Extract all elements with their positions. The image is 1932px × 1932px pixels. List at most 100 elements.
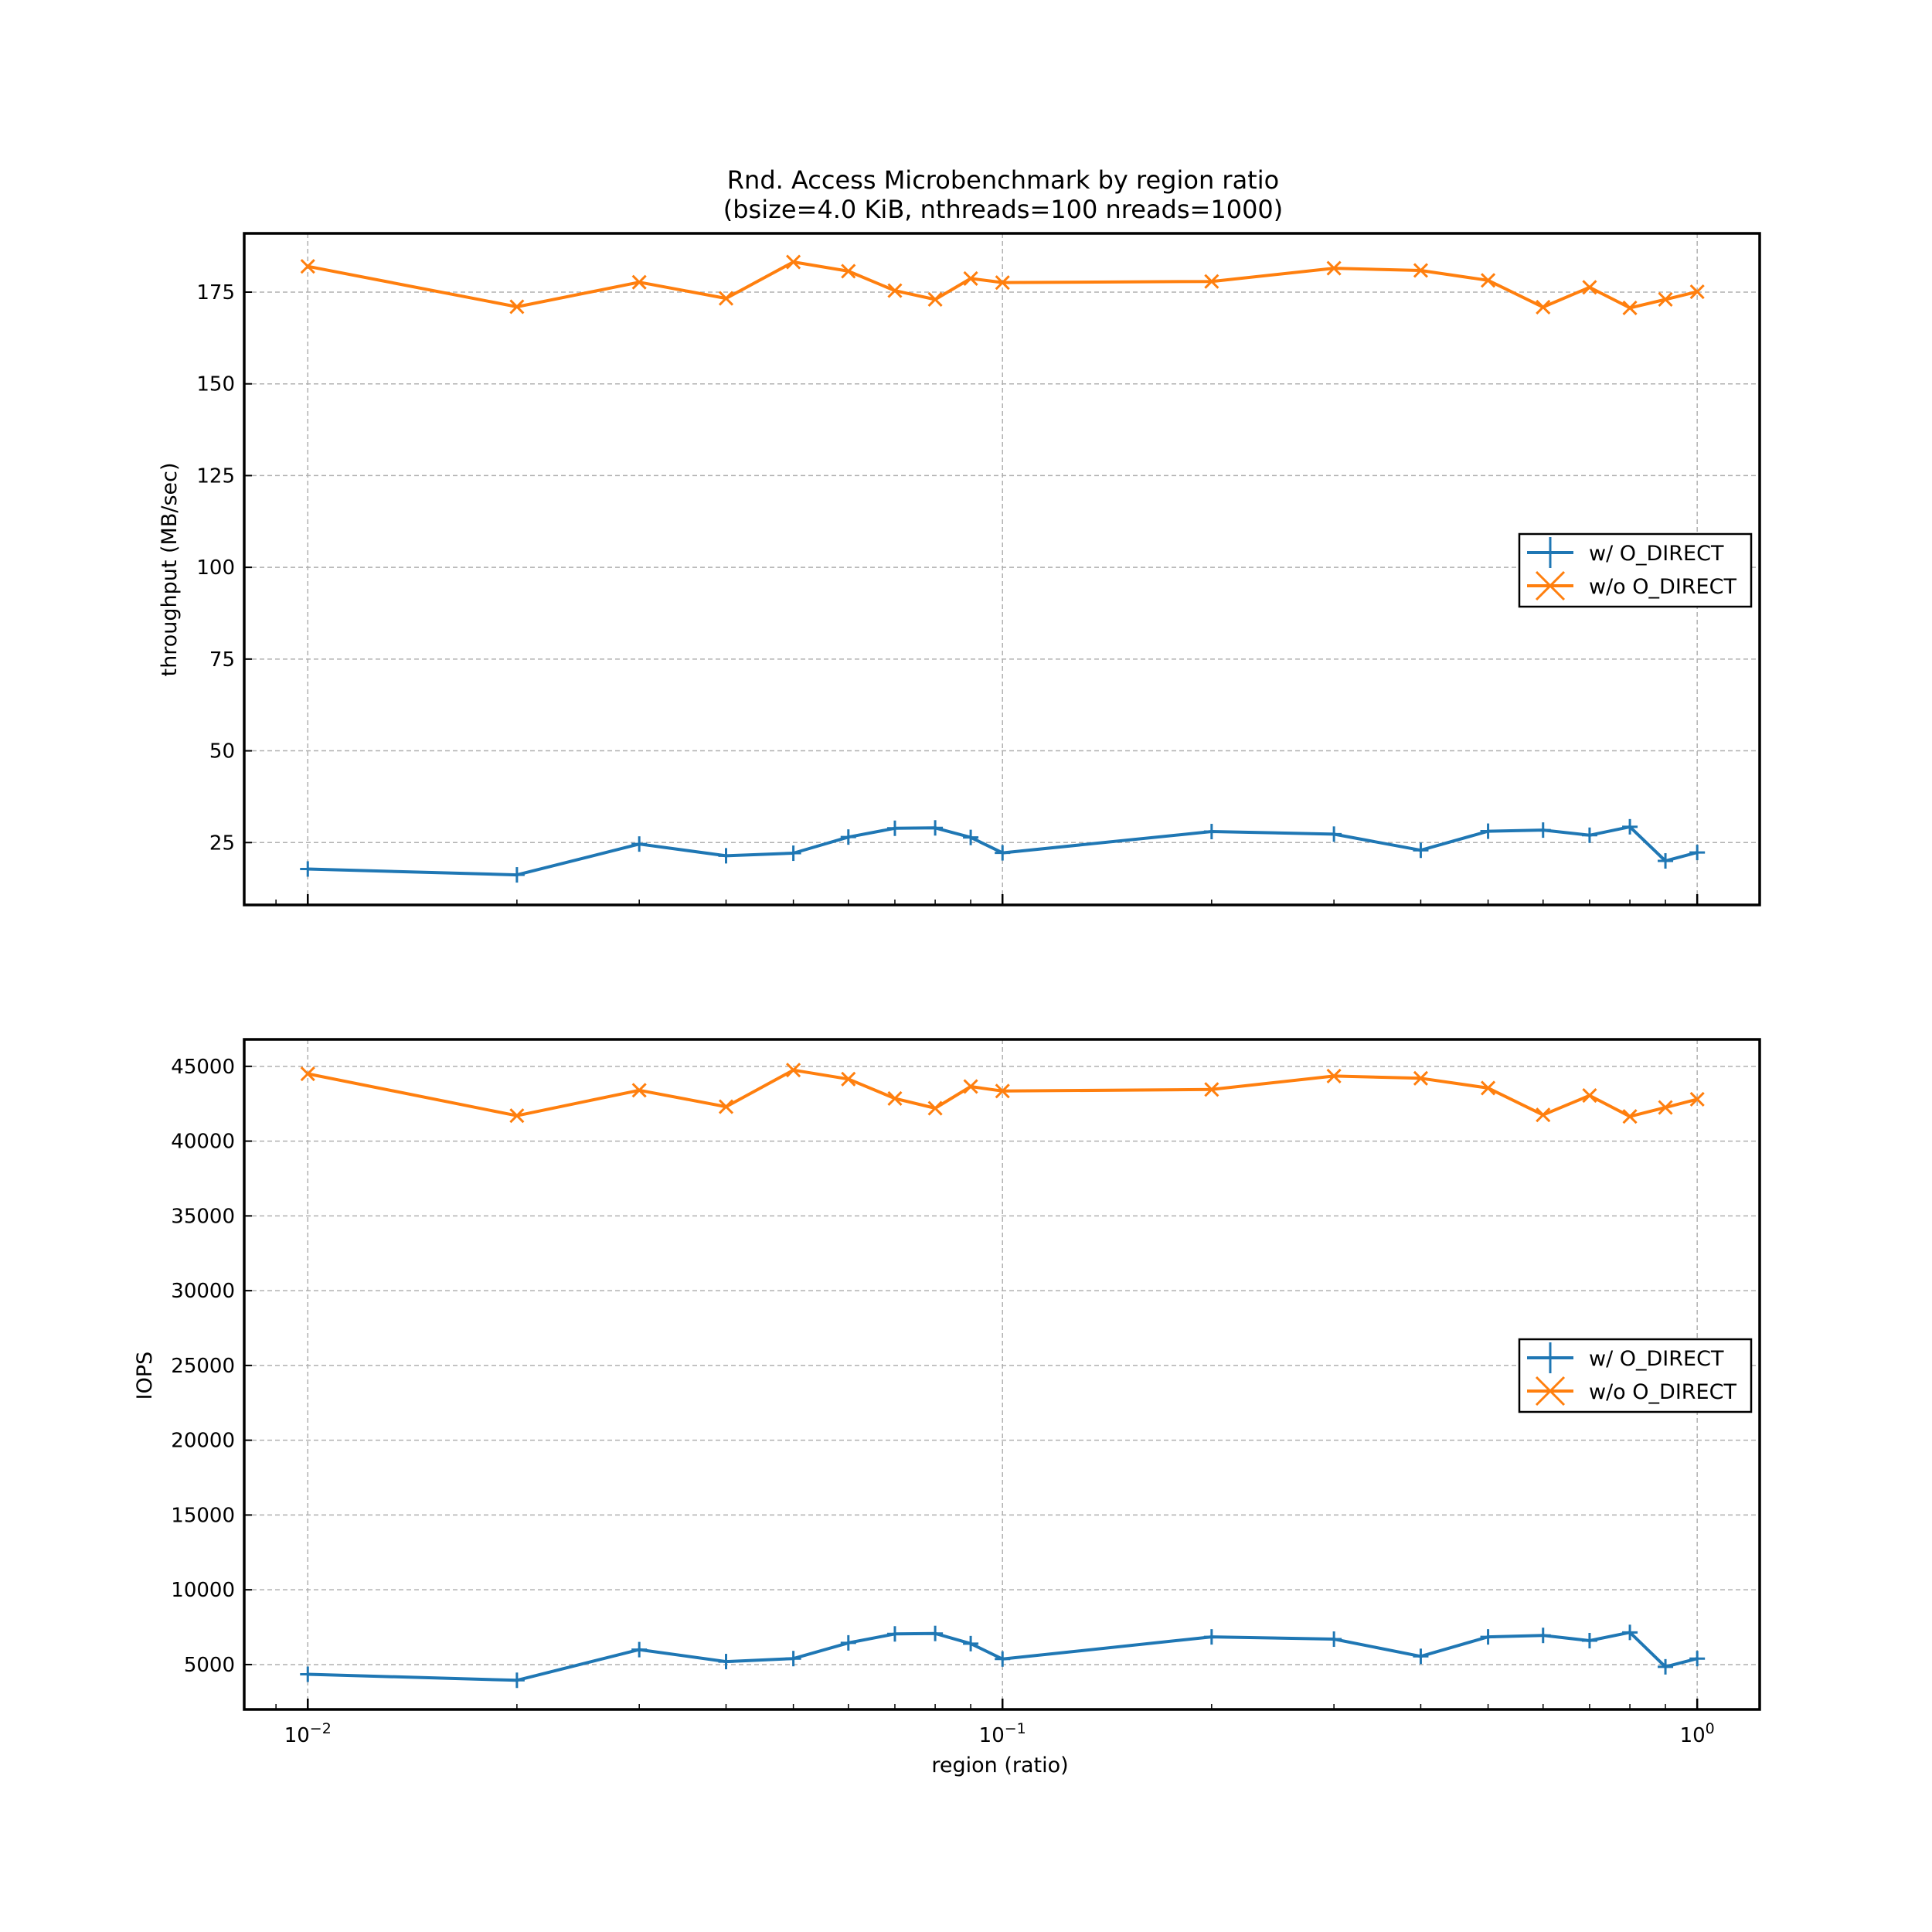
y-tick-label: 45000 [171, 1056, 235, 1079]
x-tick-label: 100 [1680, 1720, 1715, 1747]
data-point [841, 264, 856, 279]
data-point [785, 1651, 801, 1667]
data-point [841, 1071, 856, 1087]
data-point [1480, 1629, 1496, 1645]
x-axis-label: region (ratio) [931, 1753, 1068, 1777]
data-point [927, 291, 943, 308]
data-point [995, 1083, 1010, 1099]
legend: w/ O_DIRECT w/o O_DIRECT [1518, 532, 1753, 608]
data-point [1658, 1100, 1673, 1115]
iops-panel: 5000 10000 15000 20000 25000 30000 35000 40000 4… [171, 1038, 1761, 1747]
data-point [1535, 1628, 1551, 1644]
legend: w/ O_DIRECT w/o O_DIRECT [1518, 1338, 1753, 1413]
y-tick-label: 150 [196, 373, 235, 396]
y-tick-label: 25000 [171, 1355, 235, 1378]
data-point [1481, 1080, 1496, 1096]
throughput-panel: 25 50 75 100 125 150 175 w/ O_DIRECT w/o O_DIREC… [196, 232, 1761, 906]
data-point [1658, 1658, 1674, 1675]
data-point [1536, 1107, 1551, 1123]
y-tick-label: 100 [196, 556, 235, 580]
data-point [963, 270, 978, 286]
y-tick-label: 5000 [184, 1654, 235, 1677]
data-point [786, 1063, 801, 1078]
data-point [1622, 1109, 1638, 1124]
data-point [1689, 845, 1706, 861]
data-point [509, 867, 525, 883]
y-tick-label: 15000 [171, 1504, 235, 1527]
data-point [1689, 1651, 1706, 1667]
top-y-axis-label: throughput (MB/sec) [158, 462, 182, 676]
axes-frame [243, 1038, 1761, 1711]
data-point [509, 1672, 525, 1689]
data-point [1689, 1091, 1705, 1107]
data-point [1535, 822, 1551, 838]
y-tick-label: 40000 [171, 1131, 235, 1154]
axes-frame [243, 232, 1761, 906]
legend-x-marker [1535, 1376, 1566, 1406]
data-point [1203, 824, 1219, 840]
y-tick-label: 35000 [171, 1205, 235, 1228]
data-point [927, 820, 944, 836]
data-point [300, 259, 315, 274]
data-point [300, 1066, 315, 1082]
y-tick-label: 50 [209, 740, 235, 764]
data-point [963, 1079, 978, 1094]
chart-title-line-2: (bsize=4.0 KiB, nthreads=100 nreads=1000… [723, 195, 1284, 224]
data-point [1581, 1632, 1597, 1648]
data-point [840, 829, 856, 845]
y-tick-label: 10000 [171, 1579, 235, 1602]
x-tick-label: 10−1 [979, 1720, 1026, 1747]
y-tick-label: 20000 [171, 1430, 235, 1453]
data-point [1622, 1624, 1638, 1641]
data-point [995, 845, 1011, 861]
y-tick-label: 30000 [171, 1280, 235, 1303]
bottom-y-axis-label: IOPS [133, 1352, 157, 1400]
data-point [1204, 274, 1219, 289]
legend-x-marker [1535, 570, 1566, 601]
data-point [1481, 273, 1496, 288]
data-point [509, 299, 525, 315]
data-point [1480, 823, 1496, 839]
data-point [1582, 1088, 1597, 1104]
legend-label: w/o O_DIRECT [1589, 1380, 1736, 1404]
data-point [1326, 826, 1342, 842]
data-point [509, 1108, 525, 1124]
data-point [963, 829, 979, 845]
data-point [300, 1666, 316, 1682]
data-point [718, 1099, 734, 1114]
data-point [1622, 818, 1638, 835]
data-point [995, 1651, 1011, 1667]
chart-title-line-1: Rnd. Access Microbenchmark by region rat… [727, 165, 1279, 195]
data-point [631, 1083, 647, 1098]
data-point [1582, 280, 1597, 295]
data-point [1204, 1082, 1219, 1097]
data-point [1658, 291, 1673, 308]
data-point [1203, 1629, 1219, 1645]
data-point [1326, 1068, 1342, 1083]
data-point [1413, 1648, 1429, 1665]
x-tick-label: 10−2 [284, 1720, 332, 1747]
data-point [963, 1635, 979, 1651]
y-tick-label: 25 [209, 832, 235, 855]
data-point [887, 1090, 903, 1107]
legend-label: w/o O_DIRECT [1589, 575, 1736, 599]
data-point [1658, 853, 1674, 869]
data-point [718, 1654, 734, 1670]
data-point [718, 848, 734, 864]
data-point [1413, 263, 1429, 278]
data-point [887, 283, 903, 298]
data-point [1326, 260, 1342, 276]
data-point [631, 274, 647, 290]
data-point [631, 1641, 648, 1658]
data-point [785, 845, 801, 862]
legend-label: w/ O_DIRECT [1589, 1347, 1724, 1371]
data-point [718, 291, 734, 306]
legend-box [1518, 1338, 1753, 1413]
data-point [1413, 842, 1429, 859]
data-point [886, 820, 903, 836]
data-point [1536, 299, 1551, 315]
data-point [786, 254, 801, 270]
data-point [631, 836, 648, 852]
data-point [1413, 1070, 1429, 1086]
